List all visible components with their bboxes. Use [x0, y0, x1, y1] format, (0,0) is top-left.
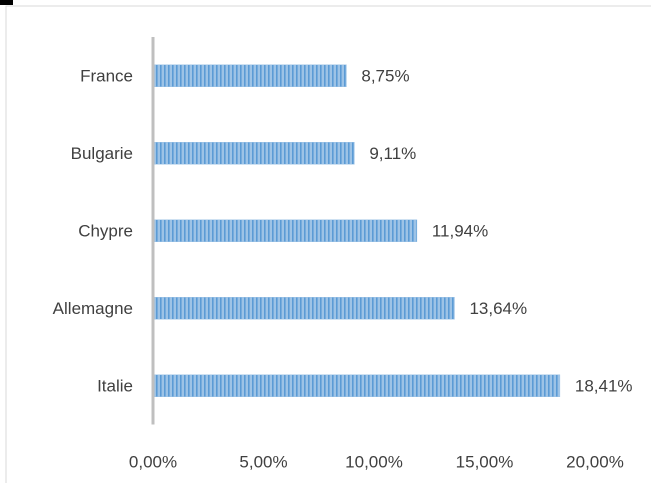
- x-tick-label: 10,00%: [345, 453, 403, 472]
- data-label-allemagne: 13,64%: [469, 299, 527, 318]
- category-label-chypre: Chypre: [78, 221, 133, 240]
- chart-frame: [5, 5, 651, 483]
- data-label-italie: 18,41%: [575, 376, 633, 395]
- x-tick-label: 20,00%: [566, 453, 624, 472]
- bar-italie: [152, 374, 561, 397]
- category-label-allemagne: Allemagne: [53, 299, 133, 318]
- data-label-chypre: 11,94%: [432, 221, 488, 240]
- bar-bulgarie: [152, 142, 355, 165]
- category-label-france: France: [80, 66, 133, 85]
- x-tick-label: 15,00%: [456, 453, 514, 472]
- bar-chypre: [152, 219, 418, 242]
- bar-france: [152, 64, 347, 87]
- data-label-bulgarie: 9,11%: [369, 144, 416, 163]
- data-label-france: 8,75%: [361, 66, 409, 85]
- category-label-bulgarie: Bulgarie: [71, 144, 133, 163]
- clipped-top-mark: [0, 0, 13, 5]
- x-tick-label: 0,00%: [129, 453, 177, 472]
- category-label-italie: Italie: [97, 376, 133, 395]
- x-tick-label: 5,00%: [239, 453, 287, 472]
- bar-allemagne: [152, 297, 455, 320]
